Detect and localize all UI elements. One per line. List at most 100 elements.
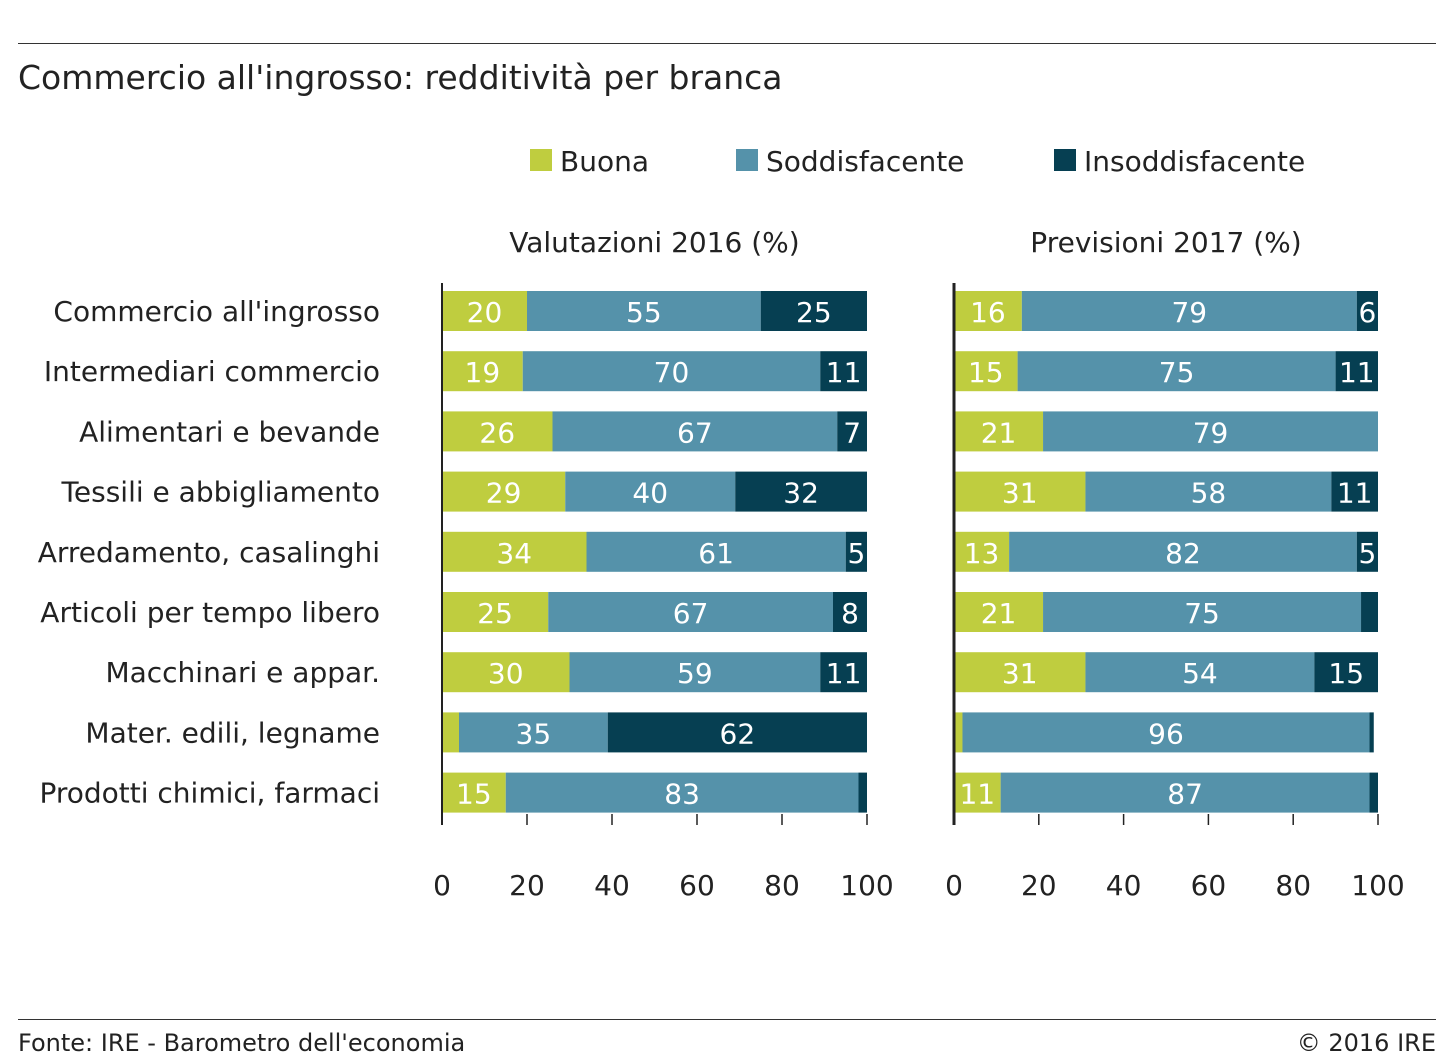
bar-insoddisfacente-commercio-all-ingrosso xyxy=(760,291,867,331)
bar-buona-alimentari-e-bevande xyxy=(442,411,553,452)
data-label-buona-commercio-all-ingrosso: 16 xyxy=(970,296,1006,329)
bar-buona-prodotti-chimici-farmaci xyxy=(442,772,506,813)
bar-buona-mater-edili-legname xyxy=(954,712,963,753)
bar-soddisfacente-intermediari-commercio xyxy=(1017,351,1336,392)
x-tick-label: 60 xyxy=(679,869,715,902)
legend-item-buona: Buona xyxy=(530,145,649,178)
bar-soddisfacente-articoli-per-tempo-libero xyxy=(1043,592,1362,632)
data-label-soddisfacente-commercio-all-ingrosso: 79 xyxy=(1171,296,1207,329)
data-label-insoddisfacente-alimentari-e-bevande: 7 xyxy=(843,416,861,449)
data-label-soddisfacente-articoli-per-tempo-libero: 67 xyxy=(673,597,709,630)
bar-rows: 20 55 25 19 70 11 26 67 7 29 40 32 34 61 5 25 67 8 30 59 11 3… xyxy=(442,291,867,813)
data-label-buona-alimentari-e-bevande: 21 xyxy=(981,416,1017,449)
source-note: Fonte: IRE - Barometro dell'economia xyxy=(18,1029,466,1057)
bar-soddisfacente-commercio-all-ingrosso xyxy=(527,291,761,331)
bar-insoddisfacente-alimentari-e-bevande xyxy=(837,411,867,452)
legend-swatch-insoddisfacente xyxy=(1054,149,1076,171)
x-axis-ticks: 0 20 40 60 80 100 xyxy=(433,814,894,902)
bar-soddisfacente-mater-edili-legname xyxy=(962,712,1370,753)
data-label-soddisfacente-prodotti-chimici-farmaci: 83 xyxy=(664,778,700,811)
x-tick-label: 80 xyxy=(764,869,800,902)
legend-swatch-soddisfacente xyxy=(736,149,758,171)
x-tick-label: 20 xyxy=(509,869,545,902)
legend-swatch-buona xyxy=(530,149,552,171)
bar-buona-articoli-per-tempo-libero xyxy=(954,592,1044,632)
data-label-insoddisfacente-macchinari-e-appar: 15 xyxy=(1328,657,1364,690)
data-label-soddisfacente-alimentari-e-bevande: 79 xyxy=(1193,416,1229,449)
x-tick-label: 100 xyxy=(840,869,893,902)
bar-soddisfacente-mater-edili-legname xyxy=(459,712,608,753)
category-label-articoli-per-tempo-libero: Articoli per tempo libero xyxy=(40,596,380,629)
x-tick-label: 40 xyxy=(594,869,630,902)
data-label-soddisfacente-intermediari-commercio: 75 xyxy=(1159,356,1195,389)
data-label-insoddisfacente-tessili-e-abbigliamento: 32 xyxy=(783,477,819,510)
bar-soddisfacente-prodotti-chimici-farmaci xyxy=(505,772,859,813)
category-label-commercio-all-ingrosso: Commercio all'ingrosso xyxy=(53,295,380,328)
category-labels: Commercio all'ingrosso Intermediari comme… xyxy=(38,295,380,810)
data-label-soddisfacente-intermediari-commercio: 70 xyxy=(654,356,690,389)
data-label-soddisfacente-alimentari-e-bevande: 67 xyxy=(677,416,713,449)
data-label-soddisfacente-tessili-e-abbigliamento: 40 xyxy=(632,477,668,510)
bar-buona-arredamento-casalinghi xyxy=(442,531,587,572)
bottom-rule xyxy=(18,1019,1436,1020)
data-label-buona-tessili-e-abbigliamento: 31 xyxy=(1002,477,1038,510)
data-label-insoddisfacente-commercio-all-ingrosso: 6 xyxy=(1358,296,1376,329)
category-label-alimentari-e-bevande: Alimentari e bevande xyxy=(79,415,380,448)
bar-soddisfacente-commercio-all-ingrosso xyxy=(1021,291,1357,331)
top-rule xyxy=(18,43,1436,44)
bar-insoddisfacente-commercio-all-ingrosso xyxy=(1356,291,1378,331)
data-label-insoddisfacente-mater-edili-legname: 62 xyxy=(720,717,756,750)
bar-insoddisfacente-intermediari-commercio xyxy=(820,351,867,392)
category-label-intermediari-commercio: Intermediari commercio xyxy=(44,355,380,388)
data-label-soddisfacente-macchinari-e-appar: 54 xyxy=(1182,657,1218,690)
data-label-insoddisfacente-tessili-e-abbigliamento: 11 xyxy=(1337,477,1373,510)
panel-1: Valutazioni 2016 (%) 20 55 25 19 70 11 26 67 7 29 4… xyxy=(433,226,894,902)
data-label-soddisfacente-commercio-all-ingrosso: 55 xyxy=(626,296,662,329)
x-tick-label: 40 xyxy=(1106,869,1142,902)
bar-soddisfacente-tessili-e-abbigliamento xyxy=(1085,471,1332,512)
bar-insoddisfacente-arredamento-casalinghi xyxy=(845,531,867,572)
data-label-soddisfacente-arredamento-casalinghi: 61 xyxy=(698,537,734,570)
bar-insoddisfacente-tessili-e-abbigliamento xyxy=(735,471,867,512)
panel-title: Previsioni 2017 (%) xyxy=(1030,226,1301,259)
data-label-buona-tessili-e-abbigliamento: 29 xyxy=(486,477,522,510)
data-label-buona-articoli-per-tempo-libero: 21 xyxy=(981,597,1017,630)
data-label-insoddisfacente-intermediari-commercio: 11 xyxy=(1339,356,1375,389)
bar-buona-prodotti-chimici-farmaci xyxy=(954,772,1001,813)
bar-soddisfacente-articoli-per-tempo-libero xyxy=(548,592,833,632)
data-label-buona-intermediari-commercio: 15 xyxy=(968,356,1004,389)
data-label-buona-articoli-per-tempo-libero: 25 xyxy=(477,597,513,630)
bar-buona-intermediari-commercio xyxy=(954,351,1018,392)
bar-soddisfacente-alimentari-e-bevande xyxy=(552,411,838,452)
page-title: Commercio all'ingrosso: redditività per … xyxy=(18,58,783,97)
data-label-buona-prodotti-chimici-farmaci: 11 xyxy=(959,778,995,811)
chart-legend: Buona Soddisfacente Insoddisfacente xyxy=(530,145,1305,178)
data-label-soddisfacente-arredamento-casalinghi: 82 xyxy=(1165,537,1201,570)
x-tick-label: 0 xyxy=(433,869,451,902)
bar-buona-commercio-all-ingrosso xyxy=(954,291,1022,331)
bar-soddisfacente-macchinari-e-appar xyxy=(569,652,821,693)
data-label-soddisfacente-tessili-e-abbigliamento: 58 xyxy=(1191,477,1227,510)
bar-soddisfacente-tessili-e-abbigliamento xyxy=(565,471,736,512)
x-tick-label: 60 xyxy=(1191,869,1227,902)
data-label-soddisfacente-macchinari-e-appar: 59 xyxy=(677,657,713,690)
data-label-soddisfacente-prodotti-chimici-farmaci: 87 xyxy=(1167,778,1203,811)
x-tick-label: 100 xyxy=(1351,869,1404,902)
bar-buona-articoli-per-tempo-libero xyxy=(442,592,549,632)
bar-insoddisfacente-mater-edili-legname xyxy=(607,712,867,753)
data-label-buona-macchinari-e-appar: 31 xyxy=(1002,657,1038,690)
data-label-buona-prodotti-chimici-farmaci: 15 xyxy=(456,778,492,811)
bar-buona-arredamento-casalinghi xyxy=(954,531,1010,572)
category-label-macchinari-e-appar: Macchinari e appar. xyxy=(105,656,380,689)
data-label-soddisfacente-articoli-per-tempo-libero: 75 xyxy=(1184,597,1220,630)
data-label-buona-macchinari-e-appar: 30 xyxy=(488,657,524,690)
legend-item-insoddisfacente: Insoddisfacente xyxy=(1054,145,1305,178)
bar-rows: 16 79 6 15 75 11 21 79 31 58 11 13 82 5 21 75 31 54 15 96 11… xyxy=(954,291,1378,813)
bar-soddisfacente-alimentari-e-bevande xyxy=(1043,411,1378,452)
bar-insoddisfacente-mater-edili-legname xyxy=(1369,712,1374,753)
data-label-insoddisfacente-arredamento-casalinghi: 5 xyxy=(847,537,865,570)
bar-buona-mater-edili-legname xyxy=(442,712,459,753)
bar-insoddisfacente-tessili-e-abbigliamento xyxy=(1331,471,1378,512)
bar-insoddisfacente-prodotti-chimici-farmaci xyxy=(1369,772,1378,813)
